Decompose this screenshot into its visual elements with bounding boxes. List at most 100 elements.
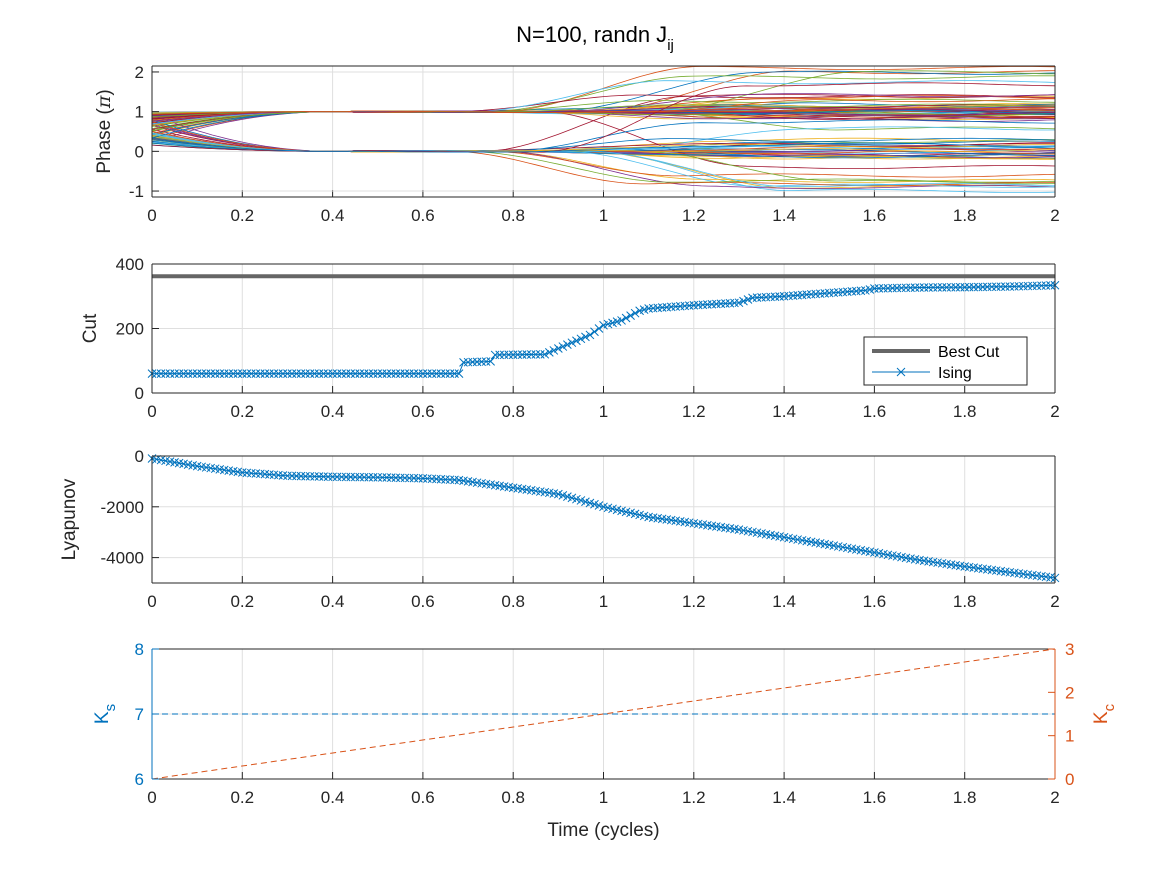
x-marker — [517, 350, 527, 359]
left-y-tick-label: 0 — [135, 142, 144, 161]
x-marker — [526, 350, 536, 359]
x-marker — [576, 334, 586, 344]
x-marker — [621, 313, 631, 323]
x-marker — [906, 283, 915, 293]
x-marker — [278, 369, 288, 379]
x-marker — [152, 369, 161, 379]
x-marker — [454, 369, 464, 379]
x-marker — [341, 369, 351, 379]
x-marker — [883, 283, 893, 293]
x-marker — [377, 369, 387, 379]
left-y-tick-label: 0 — [135, 447, 144, 466]
x-marker — [161, 369, 170, 379]
x-tick-label: 1 — [599, 592, 608, 611]
x-tick-label: 1.2 — [682, 788, 706, 807]
x-marker — [237, 369, 247, 379]
x-marker — [409, 473, 419, 483]
x-marker — [170, 369, 179, 379]
x-marker — [332, 472, 342, 482]
x-tick-label: 1 — [599, 788, 608, 807]
x-marker — [414, 369, 423, 379]
x-tick-label: 1.4 — [772, 788, 796, 807]
x-tick-label: 0.8 — [501, 206, 525, 225]
x-marker — [359, 369, 369, 379]
x-marker — [630, 308, 640, 318]
x-marker — [314, 369, 324, 379]
x-marker — [355, 472, 365, 482]
x-marker — [215, 369, 225, 379]
x-marker — [310, 472, 319, 481]
x-marker — [441, 369, 450, 379]
x-marker — [405, 369, 414, 379]
x-marker — [973, 282, 983, 292]
x-marker — [996, 282, 1006, 292]
x-marker — [486, 357, 495, 366]
cut-panel: 0 0.2 0.4 0.6 0.8 1 1.2 1.4 1.6 1.8 2 0 200 400 Cut Bes… — [80, 255, 1060, 421]
x-marker — [544, 348, 554, 357]
x-marker — [879, 283, 888, 293]
left-y-tick-label: -4000 — [101, 549, 144, 568]
ylabel-part: Phase ( — [94, 108, 115, 174]
ylabel-part: ) — [94, 89, 115, 95]
right-y-tick-label: 2 — [1065, 683, 1074, 702]
x-marker — [870, 284, 879, 293]
x-tick-label: 1.2 — [682, 592, 706, 611]
lyapunov-ylabel: Lyapunov — [59, 478, 80, 560]
x-tick-label: 0 — [147, 402, 156, 421]
x-marker — [896, 367, 906, 377]
phase-ylabel: Phase (π) — [93, 89, 115, 173]
x-marker — [964, 282, 974, 292]
x-marker — [174, 369, 184, 379]
x-tick-label: 0.4 — [321, 402, 345, 421]
x-tick-label: 0.8 — [501, 402, 525, 421]
x-tick-label: 2 — [1050, 402, 1059, 421]
x-marker — [256, 369, 265, 379]
x-marker — [224, 369, 234, 379]
x-marker — [499, 350, 509, 360]
x-marker — [269, 369, 279, 379]
x-tick-label: 1.6 — [863, 592, 887, 611]
x-marker — [368, 472, 378, 482]
x-marker — [942, 282, 951, 292]
x-marker — [373, 472, 383, 482]
ylabel-main: K — [92, 711, 113, 724]
x-marker — [386, 473, 396, 482]
right-y-tick-label: 3 — [1065, 640, 1074, 659]
x-tick-label: 0 — [147, 206, 156, 225]
x-marker — [165, 369, 175, 379]
left-y-tick-label: 1 — [135, 103, 144, 122]
left-y-tick-label: 7 — [135, 705, 144, 724]
x-marker — [377, 473, 387, 482]
x-tick-label: 2 — [1050, 592, 1059, 611]
ylabel-sub: s — [102, 704, 119, 712]
x-marker — [581, 332, 590, 342]
x-marker — [585, 330, 595, 340]
left-y-tick-label: 6 — [135, 770, 144, 789]
x-marker — [590, 327, 599, 337]
x-marker — [337, 472, 346, 482]
x-marker — [364, 369, 374, 379]
coupling-panel: 0 0.2 0.4 0.6 0.8 1 1.2 1.4 1.6 1.8 26780123KsKcTi… — [92, 640, 1118, 841]
x-marker — [305, 471, 315, 481]
x-marker — [391, 369, 401, 379]
x-marker — [910, 283, 920, 292]
x-marker — [323, 472, 333, 482]
x-marker — [594, 324, 604, 333]
x-marker — [1000, 282, 1010, 291]
x-tick-label: 0.6 — [411, 206, 435, 225]
ylabel-symbol: π — [93, 95, 115, 109]
x-marker — [874, 284, 884, 293]
x-marker — [283, 471, 292, 481]
x-marker — [436, 369, 446, 379]
x-tick-label: 1.8 — [953, 592, 977, 611]
x-marker — [391, 473, 401, 483]
x-marker — [933, 283, 942, 292]
x-tick-label: 0.6 — [411, 402, 435, 421]
x-marker — [301, 369, 310, 379]
x-tick-label: 0.4 — [321, 788, 345, 807]
x-marker — [951, 282, 961, 292]
x-marker — [553, 344, 563, 353]
x-marker — [427, 369, 437, 379]
x-marker — [522, 350, 532, 359]
x-marker — [946, 282, 956, 292]
